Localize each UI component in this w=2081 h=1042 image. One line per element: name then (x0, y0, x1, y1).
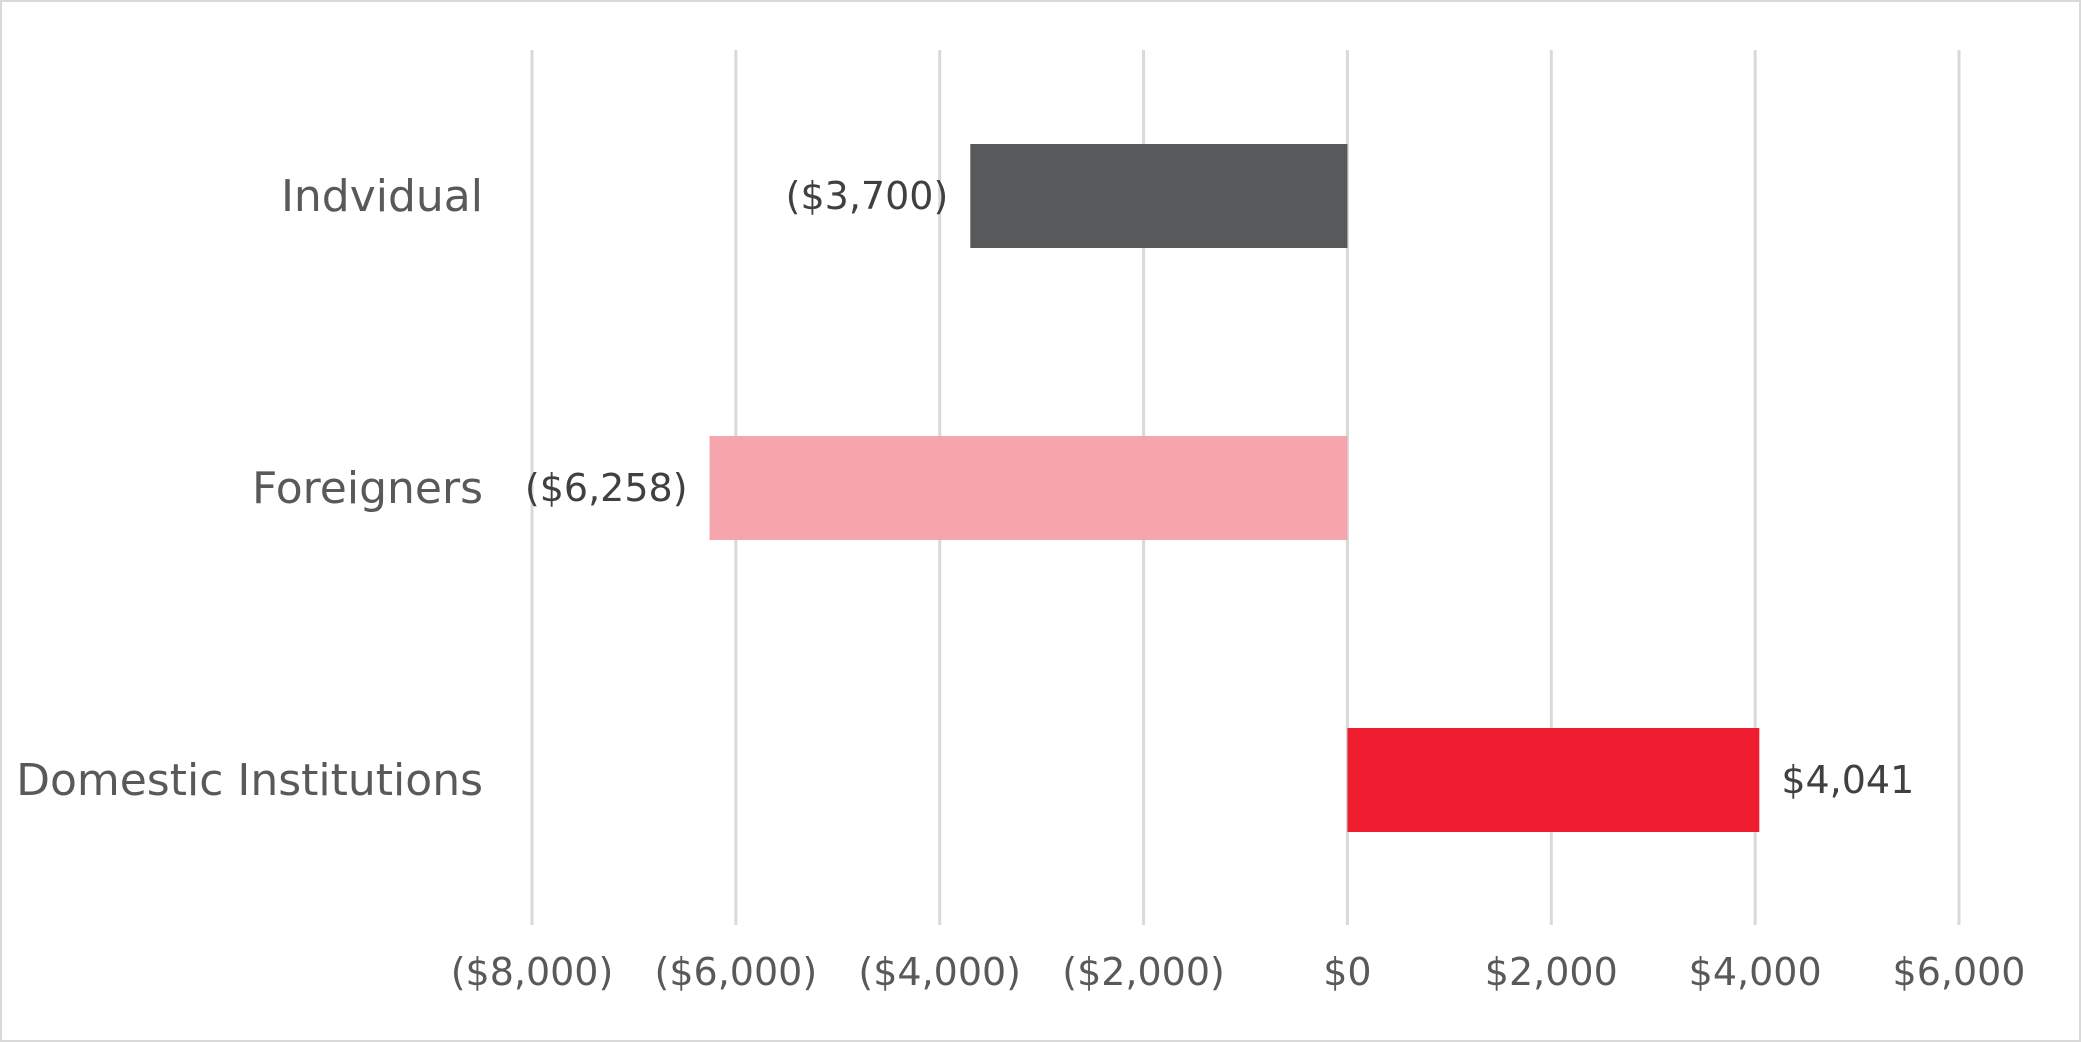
data-label: ($6,258) (525, 466, 688, 510)
bar (970, 144, 1348, 248)
x-tick-label: ($2,000) (1062, 950, 1225, 994)
category-label: Indvidual (281, 171, 483, 222)
x-tick-label: $6,000 (1893, 950, 2026, 994)
data-label: $4,041 (1781, 758, 1914, 802)
bar (1347, 728, 1760, 832)
x-tick-label: $4,000 (1689, 950, 1822, 994)
category-label: Domestic Institutions (16, 755, 483, 806)
category-label: Foreigners (252, 463, 483, 514)
labels: ($8,000) ($6,000) ($4,000) ($2,000) $0 $2,000… (16, 171, 2025, 994)
x-tick-label: ($6,000) (655, 950, 818, 994)
x-tick-label: ($4,000) (858, 950, 1021, 994)
bars (709, 144, 1760, 832)
data-label: ($3,700) (786, 174, 949, 218)
x-tick-label: $2,000 (1485, 950, 1618, 994)
x-tick-label: $0 (1323, 950, 1371, 994)
bar (709, 436, 1348, 540)
x-tick-label: ($8,000) (451, 950, 614, 994)
